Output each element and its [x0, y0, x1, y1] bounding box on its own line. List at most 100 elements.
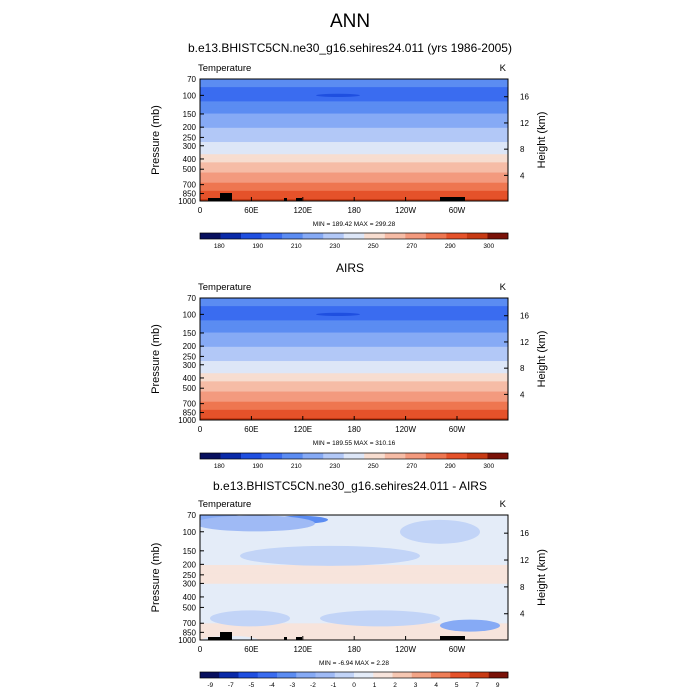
colorbar-swatch — [334, 672, 355, 678]
contour-band — [200, 170, 508, 174]
y-tick-label: 100 — [183, 310, 197, 319]
colorbar-swatch — [238, 672, 259, 678]
contour-band — [200, 604, 508, 608]
stats-label: MIN = 189.42 MAX = 299.28 — [313, 221, 396, 228]
x-tick-label: 60W — [449, 425, 466, 434]
topography-block — [284, 198, 287, 201]
y2-axis-label: Height (km) — [536, 549, 548, 606]
topography-block — [440, 197, 465, 201]
contour-band — [200, 322, 508, 326]
contour-band — [200, 367, 508, 370]
contour-band — [200, 182, 508, 186]
contour-band — [200, 587, 508, 591]
variable-label: Temperature — [198, 282, 251, 293]
contour-band — [200, 166, 508, 170]
contour-band — [200, 79, 508, 82]
x-tick-label: 180 — [348, 206, 362, 215]
contour-band — [200, 162, 508, 165]
colorbar-label: 300 — [483, 463, 494, 470]
contour-band — [200, 354, 508, 358]
contour-band — [200, 411, 508, 415]
stats-label: MIN = 189.55 MAX = 310.16 — [313, 440, 396, 447]
topography-block — [220, 632, 232, 640]
x-tick-label: 0 — [198, 206, 203, 215]
variable-label: Temperature — [198, 63, 251, 74]
colorbar-swatch — [302, 233, 324, 239]
contour-band — [200, 156, 508, 159]
contour-band — [200, 602, 508, 606]
colorbar-label: 9 — [496, 682, 500, 689]
y-tick-label: 250 — [183, 571, 197, 580]
contour-band — [200, 363, 508, 366]
colorbar-swatch — [241, 233, 262, 239]
y-tick-label: 400 — [183, 155, 197, 164]
y2-tick-label: 16 — [520, 312, 529, 321]
colorbar-swatch — [302, 453, 324, 459]
contour-band — [200, 409, 508, 413]
contour-band — [200, 631, 508, 635]
y-tick-label: 70 — [187, 75, 196, 84]
contour-band — [200, 186, 508, 190]
colorbar-label: 290 — [445, 463, 456, 470]
contour-band — [200, 381, 508, 384]
contour-band — [200, 127, 508, 131]
contour-band — [200, 320, 508, 323]
contour-band — [200, 393, 508, 397]
units-label: K — [500, 499, 507, 510]
y-tick-label: 70 — [187, 511, 196, 520]
colorbar-swatch — [487, 453, 509, 459]
colorbar-swatch — [405, 453, 427, 459]
contour-band — [200, 101, 508, 104]
x-tick-label: 60W — [449, 645, 466, 654]
contour-band — [200, 523, 508, 527]
contour-band — [200, 571, 508, 574]
contour-band — [200, 629, 508, 633]
contour-band — [200, 531, 508, 535]
colorbar-swatch — [466, 453, 488, 459]
colorbar-swatch — [241, 453, 262, 459]
colorbar-label: 180 — [214, 463, 225, 470]
contour-band — [200, 131, 508, 135]
contour-band — [200, 344, 508, 348]
x-tick-label: 60E — [244, 425, 258, 434]
contour-band — [200, 81, 508, 84]
contour-band — [200, 567, 508, 570]
y2-tick-label: 8 — [520, 145, 525, 154]
x-tick-label: 180 — [348, 645, 362, 654]
colorbar-frame — [199, 452, 509, 460]
contour-band — [200, 515, 508, 518]
contour-band — [200, 148, 508, 151]
units-label: K — [500, 282, 507, 293]
contour-band — [200, 324, 508, 328]
colorbar-swatch — [200, 233, 221, 239]
colorbar-swatch — [373, 672, 393, 678]
colorbar-swatch — [405, 233, 427, 239]
colorbar-swatch — [296, 672, 316, 678]
contour-band — [200, 125, 508, 129]
y-tick-label: 100 — [183, 91, 197, 100]
colorbar-label: 190 — [252, 243, 263, 250]
contour-band — [200, 336, 508, 340]
colorbar-label: 270 — [406, 463, 417, 470]
contour-band — [200, 346, 508, 350]
x-tick-label: 0 — [198, 425, 203, 434]
colorbar: 180 190 210 230 250 270 290 300 — [199, 232, 509, 250]
contour-band — [200, 123, 508, 127]
colorbar-swatch — [220, 233, 242, 239]
colorbar-swatch — [257, 672, 278, 678]
contour-band — [200, 111, 508, 115]
variable-label: Temperature — [198, 499, 251, 510]
colorbar-label: 2 — [393, 682, 397, 689]
contour-band — [200, 517, 508, 520]
contour-band — [200, 544, 508, 547]
y2-tick-label: 12 — [520, 556, 529, 565]
contour-band — [200, 174, 508, 178]
contour-field — [200, 515, 508, 640]
topography — [208, 632, 465, 640]
contour-region — [210, 610, 290, 627]
y-tick-label: 200 — [183, 560, 197, 569]
units-label: K — [500, 63, 507, 74]
y2-tick-label: 8 — [520, 583, 525, 592]
colorbar-swatch — [384, 233, 406, 239]
colorbar-swatch — [315, 672, 336, 678]
